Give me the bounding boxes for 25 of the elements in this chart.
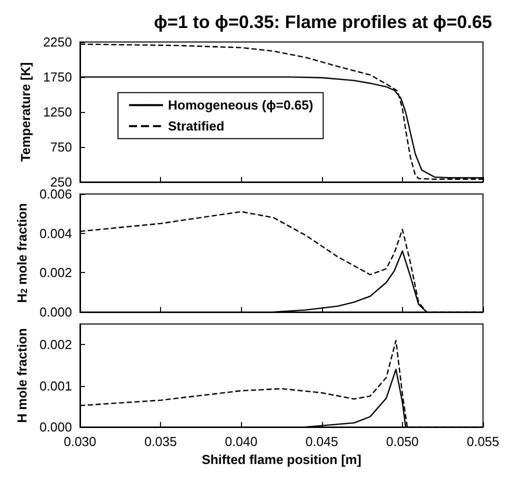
y-tick-label: 1750 <box>43 70 72 84</box>
y-tick-label: 0.002 <box>39 265 72 280</box>
y-axis-title: Temperature [K] <box>18 62 33 162</box>
legend-label: Homogeneous (ϕ=0.65) <box>168 98 314 113</box>
x-tick-label: 0.045 <box>306 434 338 449</box>
y-tick-label: 250 <box>50 174 72 190</box>
y-axis-title: H mole fraction <box>14 328 30 423</box>
x-axis-title: Shifted flame position [m] <box>202 452 362 467</box>
chart-title: ϕ=1 to ϕ=0.35: Flame profiles at ϕ=0.65 <box>154 12 492 32</box>
y-tick-label: 2250 <box>43 34 72 50</box>
x-tick-label: 0.055 <box>466 434 500 449</box>
x-tick-label: 0.050 <box>386 434 419 449</box>
y-tick-label: 0.006 <box>39 186 72 202</box>
x-tick-label: 0.040 <box>224 434 258 449</box>
y-tick-label: 0.001 <box>39 378 72 394</box>
y-tick-label: 0.002 <box>39 337 72 352</box>
y-tick-label: 750 <box>50 140 72 154</box>
x-tick-label: 0.035 <box>144 434 177 449</box>
x-tick-label: 0.030 <box>64 434 96 449</box>
y-tick-label: 0.000 <box>39 420 72 434</box>
y-tick-label: 0.004 <box>39 226 72 241</box>
y-tick-label: 1250 <box>43 104 72 120</box>
y-tick-label: 0.000 <box>39 304 72 320</box>
y-axis-title: H2 mole fraction <box>14 203 30 303</box>
legend-label: Stratified <box>168 118 224 134</box>
